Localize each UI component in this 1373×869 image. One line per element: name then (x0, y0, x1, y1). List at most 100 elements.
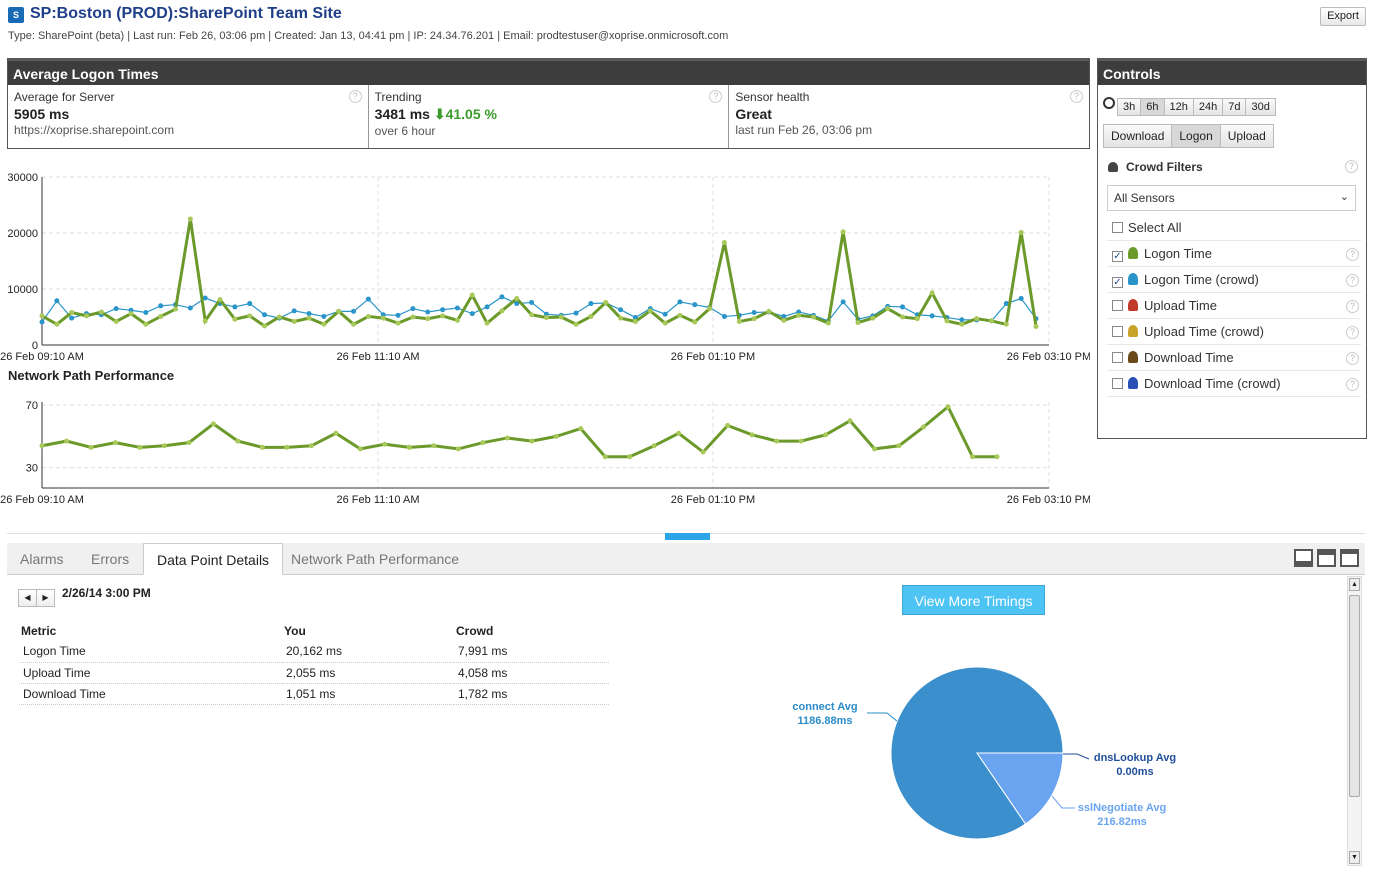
data-point[interactable] (1003, 321, 1009, 327)
data-point[interactable] (618, 307, 624, 313)
data-point[interactable] (112, 440, 118, 446)
data-point[interactable] (677, 299, 683, 305)
data-point[interactable] (504, 435, 510, 441)
data-point[interactable] (781, 317, 787, 323)
data-point[interactable] (84, 313, 90, 319)
data-point[interactable] (796, 312, 802, 318)
data-point[interactable] (647, 308, 653, 314)
filter-item[interactable]: ✓ Logon Time (crowd)? (1107, 267, 1361, 293)
data-point[interactable] (39, 319, 45, 325)
view-more-timings-button[interactable]: View More Timings (902, 585, 1045, 615)
data-point[interactable] (944, 318, 950, 324)
data-point[interactable] (308, 443, 314, 449)
data-point[interactable] (885, 306, 891, 312)
filter-checkbox[interactable]: ✓ (1112, 277, 1123, 288)
data-point[interactable] (440, 313, 446, 319)
data-point[interactable] (291, 308, 297, 314)
data-point[interactable] (499, 308, 505, 314)
data-point[interactable] (484, 304, 490, 310)
data-point[interactable] (380, 315, 386, 321)
data-point[interactable] (173, 306, 179, 312)
prev-icon[interactable]: ◀ (18, 589, 37, 607)
data-point[interactable] (321, 313, 327, 319)
data-point[interactable] (291, 318, 297, 324)
data-point[interactable] (186, 440, 192, 446)
data-point[interactable] (202, 318, 208, 324)
scroll-up-icon[interactable]: ▲ (1349, 578, 1360, 591)
data-point[interactable] (333, 430, 339, 436)
data-point[interactable] (431, 443, 437, 449)
data-point[interactable] (751, 310, 757, 316)
tab-errors[interactable]: Errors (91, 551, 130, 567)
data-point[interactable] (39, 443, 45, 449)
range-button-12h[interactable]: 12h (1163, 98, 1194, 116)
data-point[interactable] (929, 313, 935, 319)
data-point[interactable] (113, 306, 119, 312)
scroll-thumb[interactable] (1349, 595, 1360, 797)
data-point[interactable] (395, 312, 401, 318)
help-icon[interactable]: ? (1346, 300, 1359, 313)
data-point[interactable] (970, 454, 976, 460)
data-point[interactable] (921, 424, 927, 430)
data-point[interactable] (276, 314, 282, 320)
data-point[interactable] (69, 310, 75, 316)
data-point[interactable] (382, 441, 388, 447)
data-point[interactable] (406, 444, 412, 450)
range-button-24h[interactable]: 24h (1192, 98, 1224, 116)
data-point[interactable] (677, 312, 683, 318)
data-point[interactable] (662, 320, 668, 326)
data-point[interactable] (137, 444, 143, 450)
data-point[interactable] (692, 319, 698, 325)
data-point[interactable] (321, 321, 327, 327)
data-point[interactable] (1018, 229, 1024, 235)
data-point[interactable] (306, 315, 312, 321)
data-point[interactable] (798, 438, 804, 444)
help-icon[interactable]: ? (1345, 160, 1358, 173)
data-point[interactable] (454, 317, 460, 323)
data-point[interactable] (259, 444, 265, 450)
data-point[interactable] (1018, 296, 1024, 302)
data-point[interactable] (440, 307, 446, 313)
data-point[interactable] (588, 301, 594, 307)
data-point[interactable] (210, 421, 216, 427)
filter-item[interactable]: Upload Time (crowd)? (1107, 319, 1361, 345)
help-icon[interactable]: ? (1346, 274, 1359, 287)
data-point[interactable] (896, 443, 902, 449)
select-all-row[interactable]: Select All (1107, 215, 1361, 241)
detail-scrollbar[interactable]: ▲ ▼ (1347, 576, 1362, 866)
data-point[interactable] (425, 316, 431, 322)
data-point[interactable] (187, 305, 193, 311)
data-point[interactable] (721, 313, 727, 319)
help-icon[interactable]: ? (1346, 326, 1359, 339)
data-point[interactable] (232, 304, 238, 310)
data-point[interactable] (914, 316, 920, 322)
layout-bottom-icon[interactable] (1294, 549, 1313, 567)
data-point[interactable] (840, 299, 846, 305)
data-point[interactable] (810, 314, 816, 320)
data-point[interactable] (627, 454, 633, 460)
data-point[interactable] (823, 432, 829, 438)
data-point[interactable] (351, 321, 357, 327)
metric-tab-download[interactable]: Download (1103, 124, 1173, 148)
data-point[interactable] (202, 295, 208, 301)
data-point[interactable] (840, 229, 846, 235)
data-point[interactable] (455, 446, 461, 452)
data-point[interactable] (974, 316, 980, 322)
help-icon[interactable]: ? (1346, 248, 1359, 261)
range-button-30d[interactable]: 30d (1245, 98, 1276, 116)
data-point[interactable] (454, 305, 460, 311)
data-point[interactable] (573, 310, 579, 316)
data-point[interactable] (676, 430, 682, 436)
data-point[interactable] (1003, 301, 1009, 307)
data-point[interactable] (707, 306, 713, 312)
data-point[interactable] (98, 309, 104, 315)
data-point[interactable] (651, 443, 657, 449)
data-point[interactable] (692, 302, 698, 308)
data-point[interactable] (945, 404, 951, 410)
data-point[interactable] (247, 301, 253, 307)
help-icon[interactable]: ? (348, 90, 362, 103)
data-point[interactable] (351, 308, 357, 314)
data-point[interactable] (187, 216, 193, 222)
data-point[interactable] (395, 320, 401, 326)
layout-split-icon[interactable] (1317, 549, 1336, 567)
